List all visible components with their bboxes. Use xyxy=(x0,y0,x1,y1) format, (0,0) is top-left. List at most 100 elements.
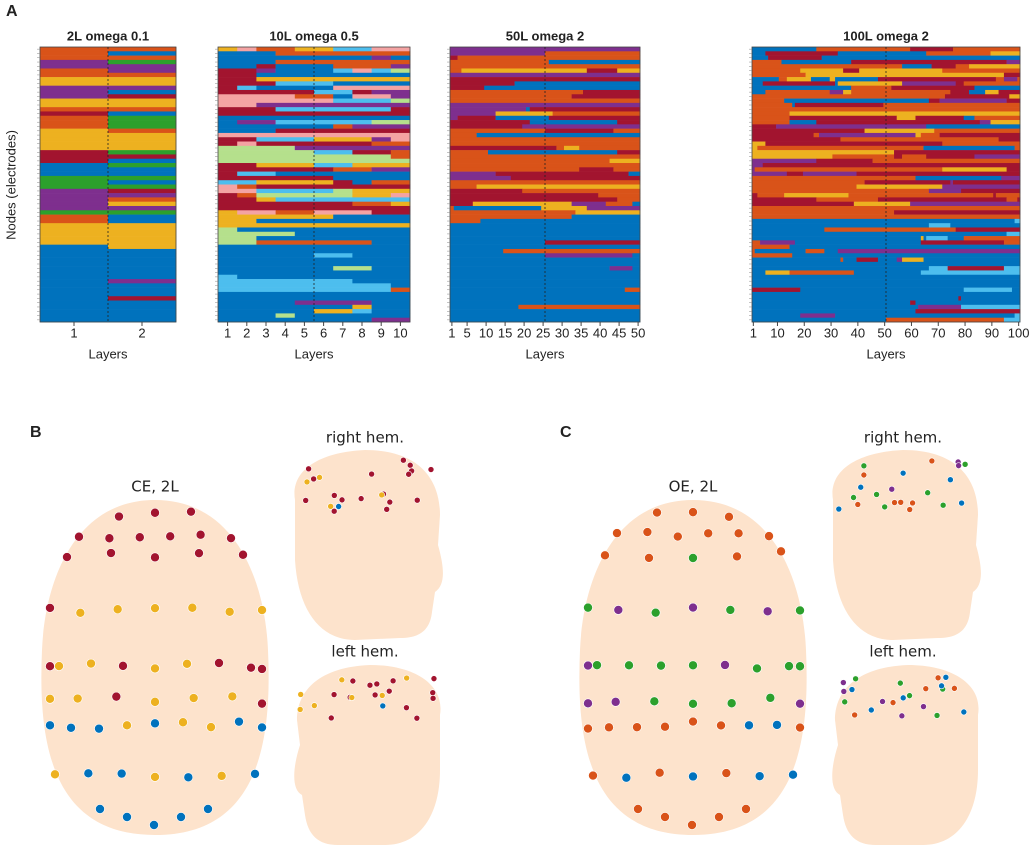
electrode xyxy=(188,693,199,703)
cell xyxy=(472,201,572,207)
cell xyxy=(333,81,411,86)
electrode xyxy=(75,607,86,618)
cell xyxy=(237,47,257,52)
cell xyxy=(541,205,588,211)
cell xyxy=(218,98,334,104)
cell xyxy=(752,180,865,185)
cell xyxy=(333,167,372,172)
cell xyxy=(950,89,970,95)
cell xyxy=(752,296,959,301)
electrode xyxy=(955,462,962,469)
cell xyxy=(352,180,372,185)
cell xyxy=(371,68,392,74)
cell xyxy=(108,111,177,117)
electrode xyxy=(112,604,123,615)
cell xyxy=(1009,94,1021,99)
cell xyxy=(920,132,940,138)
cell xyxy=(843,257,857,263)
cell xyxy=(958,296,962,301)
x-tick-label: 40 xyxy=(593,325,607,340)
electrode xyxy=(186,506,196,517)
cell xyxy=(886,317,1005,323)
cell xyxy=(974,85,1021,91)
chart-title: 50L omega 2 xyxy=(506,28,585,43)
electrode xyxy=(720,660,730,670)
cell xyxy=(40,158,109,164)
electrode xyxy=(873,491,880,498)
cell xyxy=(450,120,531,125)
cell xyxy=(218,180,257,185)
cell xyxy=(955,81,965,86)
cell xyxy=(450,158,610,164)
cell xyxy=(275,59,411,65)
cell xyxy=(752,304,919,310)
cell xyxy=(1006,231,1021,237)
cell xyxy=(805,72,1005,78)
cell xyxy=(586,68,618,74)
electrode xyxy=(238,549,248,560)
cell xyxy=(40,59,109,65)
cell xyxy=(218,55,372,61)
cell xyxy=(990,51,1021,56)
electrode xyxy=(378,491,386,499)
cell xyxy=(816,120,981,125)
electrode xyxy=(632,722,642,732)
electrode xyxy=(122,720,132,731)
cell xyxy=(256,180,334,185)
cell xyxy=(237,141,257,147)
cell xyxy=(218,89,315,95)
cell xyxy=(961,304,1021,310)
cell xyxy=(450,47,641,52)
x-tick-label: 3 xyxy=(262,325,269,340)
cell xyxy=(579,145,641,151)
electrode xyxy=(868,706,875,714)
electrode xyxy=(909,499,916,507)
cell xyxy=(605,201,633,207)
cell xyxy=(371,317,411,323)
electrode xyxy=(604,722,614,733)
electrode xyxy=(656,660,666,671)
electrode xyxy=(386,498,394,506)
electrode xyxy=(45,694,55,704)
cell xyxy=(218,218,257,224)
electrode xyxy=(373,680,381,688)
cell xyxy=(218,150,315,155)
electrode xyxy=(234,716,244,727)
cell xyxy=(752,128,865,134)
cell xyxy=(450,180,641,185)
cell xyxy=(218,231,296,237)
cell xyxy=(218,304,353,310)
cell xyxy=(218,244,411,250)
electrode xyxy=(881,503,888,511)
electrode xyxy=(860,462,868,470)
cell xyxy=(40,244,109,250)
cell xyxy=(371,240,411,245)
cell xyxy=(40,227,177,233)
x-tick-label: 1 xyxy=(224,325,231,340)
cell xyxy=(824,227,956,233)
cell xyxy=(963,287,1013,293)
cell xyxy=(218,274,238,280)
x-tick-label: 6 xyxy=(320,325,327,340)
cell xyxy=(1003,266,1021,271)
electrode xyxy=(726,698,737,709)
electrode xyxy=(644,553,654,563)
cell xyxy=(450,64,641,69)
cell xyxy=(40,279,109,284)
cell xyxy=(218,236,257,241)
electrode xyxy=(327,503,334,510)
electrode xyxy=(922,685,930,692)
cell xyxy=(896,257,903,263)
cell xyxy=(40,120,109,125)
cell xyxy=(218,313,276,319)
cell xyxy=(390,154,411,160)
electrode xyxy=(429,689,437,696)
electrode xyxy=(688,660,698,671)
cell xyxy=(218,214,334,220)
cell xyxy=(218,115,411,121)
electrode xyxy=(765,693,776,703)
cell xyxy=(294,231,411,237)
cell xyxy=(821,55,1021,61)
cell xyxy=(920,236,924,241)
cell xyxy=(760,240,796,245)
